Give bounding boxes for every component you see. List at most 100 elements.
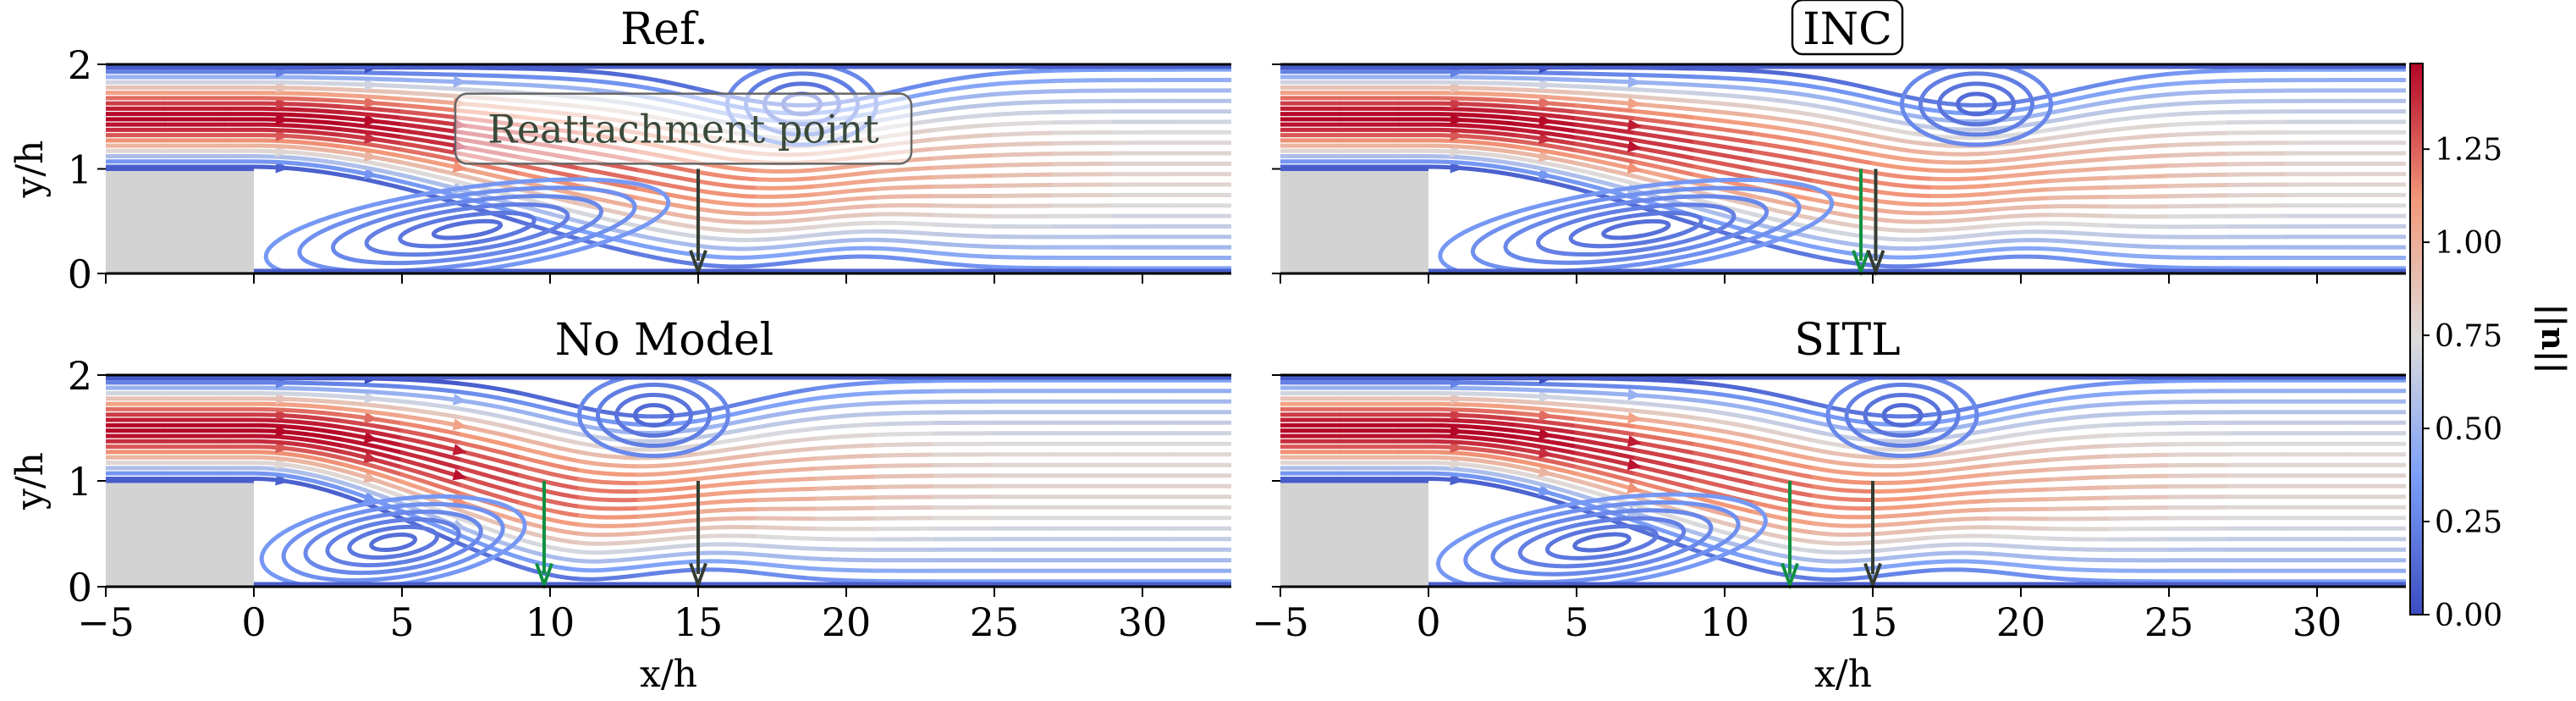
streamline (1989, 254, 2053, 261)
annotation-box (454, 92, 913, 165)
streamline (1870, 477, 1935, 485)
streamline (2048, 566, 2112, 573)
streamline (1693, 460, 1757, 477)
streamline (2048, 213, 2112, 218)
streamline (1811, 244, 1875, 258)
streamline (2226, 161, 2290, 167)
plot-area (1280, 64, 2406, 273)
streamline (399, 443, 464, 462)
streamline (814, 556, 878, 563)
streamline (755, 486, 819, 494)
x-axis-label: x/h (1814, 653, 1872, 696)
colorbar-tick-label: 0.25 (2435, 505, 2502, 540)
model-reattachment-arrow (1781, 481, 1799, 590)
streamline (1633, 159, 1698, 178)
streamline (281, 149, 345, 161)
streamline (933, 183, 997, 190)
streamline (518, 519, 582, 536)
plot-area (1280, 375, 2406, 587)
streamline (399, 465, 464, 488)
streamline (696, 470, 760, 481)
streamline (1051, 98, 1115, 104)
streamline (1752, 96, 1816, 108)
streamline (222, 159, 286, 165)
streamline (281, 429, 345, 442)
streamline (340, 110, 405, 120)
streamline (1752, 131, 1816, 146)
streamline (814, 212, 878, 221)
streamline (1752, 547, 1816, 563)
streamline (1929, 418, 1994, 433)
reference-reattachment-arrow-head (689, 250, 707, 277)
streamline (1456, 118, 1520, 126)
streamline (696, 479, 760, 489)
streamline (814, 229, 878, 238)
streamline (1456, 144, 1520, 155)
streamline (1515, 422, 1579, 435)
streamline (459, 516, 523, 542)
y-tick-label: 0 (68, 251, 92, 297)
streamline (577, 228, 641, 247)
streamline (2107, 463, 2171, 469)
streamline (1574, 444, 1638, 461)
streamline (2048, 99, 2112, 115)
streamline (933, 173, 997, 179)
streamline (1752, 538, 1816, 554)
recirculation-streamline (364, 202, 570, 257)
colorbar-tick-label: 1.25 (2435, 133, 2502, 168)
streamline (1633, 455, 1698, 473)
streamline (1693, 131, 1757, 146)
panel-title: SITL (1794, 315, 1900, 366)
streamline (1456, 80, 1520, 86)
streamline (696, 169, 760, 182)
streamline (873, 220, 938, 227)
streamline (281, 112, 345, 120)
streamline (1693, 477, 1757, 496)
streamline (1693, 424, 1757, 439)
upper-vortex-streamline (1900, 64, 2053, 147)
streamline (1574, 478, 1638, 500)
streamline-arrow (1538, 150, 1553, 163)
streamline (1870, 262, 1935, 269)
streamline (1929, 400, 1994, 417)
streamline (399, 90, 464, 99)
x-tick-label: 10 (1700, 599, 1750, 645)
streamline (2107, 102, 2171, 113)
streamline (1051, 78, 1115, 84)
streamline (2107, 410, 2171, 417)
streamline (1811, 103, 1875, 119)
streamline (1989, 428, 2053, 441)
streamline (281, 107, 345, 115)
streamline (399, 71, 464, 77)
streamline (636, 75, 701, 91)
streamline (399, 97, 464, 106)
streamline (1396, 450, 1461, 455)
streamline (1811, 411, 1875, 426)
streamline (281, 445, 345, 461)
panel-sitl: −5 0 5 10 15 20 25 30 x/h SITL (1252, 315, 2406, 696)
streamline (1870, 189, 1935, 198)
streamline (281, 418, 345, 430)
streamline-arrow (275, 113, 289, 126)
streamline (1456, 96, 1520, 103)
streamline (1051, 119, 1115, 125)
streamline (1989, 533, 2053, 541)
streamline (755, 561, 819, 571)
streamline (1989, 487, 2053, 494)
upper-vortex-streamline (614, 393, 693, 438)
streamline (399, 457, 464, 479)
streamline (2107, 494, 2171, 500)
streamline (1811, 207, 1875, 222)
streamline (1870, 535, 1935, 545)
streamline-arrow (1538, 446, 1553, 459)
streamline (2107, 143, 2171, 152)
streamline (281, 462, 345, 479)
streamline (1396, 471, 1461, 477)
streamline (814, 178, 878, 189)
streamline (222, 406, 286, 412)
streamline (1989, 179, 2053, 188)
streamline (1456, 396, 1520, 404)
streamline (1515, 70, 1579, 76)
recirculation-streamline (347, 524, 439, 560)
streamline (1752, 149, 1816, 164)
